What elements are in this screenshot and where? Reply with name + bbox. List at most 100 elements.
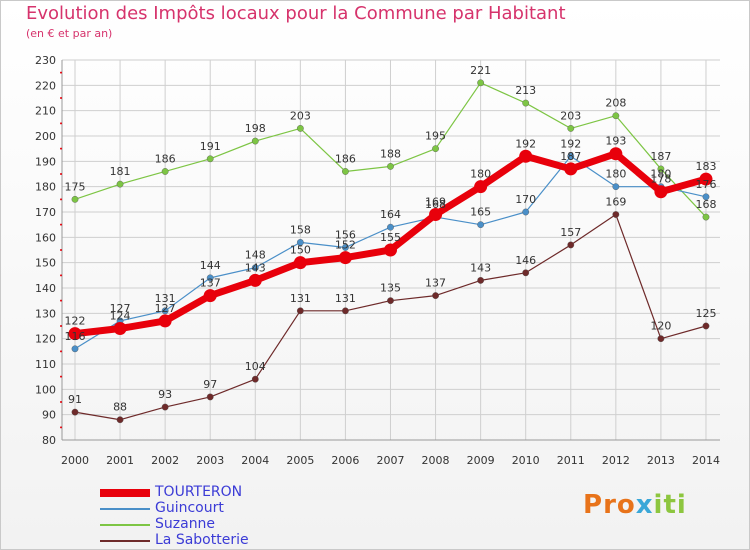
legend-label-suzanne: Suzanne [155,516,216,532]
point-tourteron [338,251,352,265]
y-tick-label: 150 [35,257,56,270]
data-label-tourteron: 127 [155,302,176,315]
data-label-tourteron: 180 [470,168,491,181]
point-guincourt [522,208,530,216]
data-label-tourteron: 192 [515,137,536,150]
point-tourteron [158,314,172,328]
point-guincourt [206,274,214,282]
x-tick-label: 2008 [422,454,450,467]
data-label-guincourt: 168 [425,198,446,211]
point-tourteron [519,149,533,163]
data-label-la-sabotterie: 157 [560,226,581,239]
legend [100,489,150,542]
logo-letter: P [583,490,604,520]
chart-title: Evolution des Impôts locaux pour la Comm… [26,3,566,24]
point-suzanne [71,195,79,203]
point-guincourt [296,238,304,246]
point-suzanne [161,168,169,175]
data-label-suzanne: 198 [245,122,266,135]
logo-letter: r [603,490,617,520]
point-guincourt [702,193,710,201]
data-label-suzanne: 186 [335,152,356,165]
logo-letter: t [663,490,677,520]
point-suzanne [342,168,349,175]
y-tick-label: 110 [35,358,56,371]
point-la-sabotterie [522,269,530,277]
data-label-la-sabotterie: 146 [515,254,536,267]
point-tourteron [699,172,713,186]
data-label-tourteron: 143 [245,261,266,274]
point-suzanne [612,112,620,120]
logo-letter: i [653,490,664,520]
data-label-suzanne: 175 [65,180,86,193]
legend-label-guincourt: Guincourt [155,500,224,516]
data-label-tourteron: 137 [200,277,221,290]
data-label-guincourt: 144 [200,259,221,272]
point-la-sabotterie [206,393,214,401]
y-minor-tick [60,299,62,302]
data-label-suzanne: 187 [650,150,671,163]
point-la-sabotterie [567,241,575,249]
point-tourteron [474,180,488,194]
point-guincourt [387,223,394,231]
x-tick-label: 2002 [151,454,179,467]
point-guincourt [71,345,79,353]
y-tick-label: 120 [35,333,56,346]
y-tick-label: 90 [42,409,56,422]
y-minor-tick [60,249,62,251]
point-guincourt [342,244,349,251]
point-suzanne [251,137,259,145]
data-label-tourteron: 169 [425,196,446,209]
data-label-la-sabotterie: 131 [335,292,356,305]
data-label-guincourt: 131 [155,292,176,305]
x-tick-label: 2013 [647,454,675,467]
y-minor-tick [60,274,62,277]
data-label-la-sabotterie: 91 [68,393,82,406]
data-label-suzanne: 213 [515,84,536,97]
data-label-la-sabotterie: 93 [158,388,172,401]
chart-subtitle: (en € et par an) [26,27,113,40]
point-la-sabotterie [612,211,620,218]
point-la-sabotterie [116,416,124,424]
point-guincourt [567,152,575,160]
data-label-tourteron: 193 [605,135,626,148]
y-minor-tick [60,122,62,125]
x-tick-label: 2004 [241,454,269,467]
legend-label-tourteron: TOURTERON [155,484,243,500]
data-label-la-sabotterie: 97 [203,378,217,391]
point-tourteron [564,162,578,176]
point-suzanne [702,213,710,221]
y-tick-label: 140 [35,282,56,295]
point-la-sabotterie [702,322,710,330]
x-tick-label: 2005 [286,454,314,467]
y-tick-label: 180 [35,181,56,194]
point-tourteron [203,289,217,303]
x-tick-label: 2012 [602,454,630,467]
y-minor-tick [60,97,62,99]
point-la-sabotterie [251,375,259,383]
y-minor-tick [60,325,62,327]
data-label-la-sabotterie: 143 [470,261,491,274]
data-label-guincourt: 165 [470,206,491,219]
point-tourteron [113,322,127,336]
data-label-guincourt: 116 [65,330,86,343]
data-label-guincourt: 180 [605,168,626,181]
axes-layer: 8090100110120130140150160170180190200210… [35,54,720,467]
data-label-guincourt: 180 [650,168,671,181]
point-guincourt [251,264,259,272]
point-suzanne [522,99,530,107]
y-minor-tick [60,198,62,201]
point-suzanne [387,162,394,170]
y-minor-tick [60,401,62,403]
data-label-guincourt: 127 [110,302,131,315]
data-label-la-sabotterie: 137 [425,277,446,290]
data-label-la-sabotterie: 88 [113,401,127,414]
data-label-la-sabotterie: 104 [245,360,266,373]
point-la-sabotterie [432,292,439,299]
point-tourteron [248,273,262,287]
y-tick-label: 130 [35,307,56,320]
legend-label-la-sabotterie: La Sabotterie [155,532,249,548]
proxiti-logo: Proxiti [583,490,687,520]
